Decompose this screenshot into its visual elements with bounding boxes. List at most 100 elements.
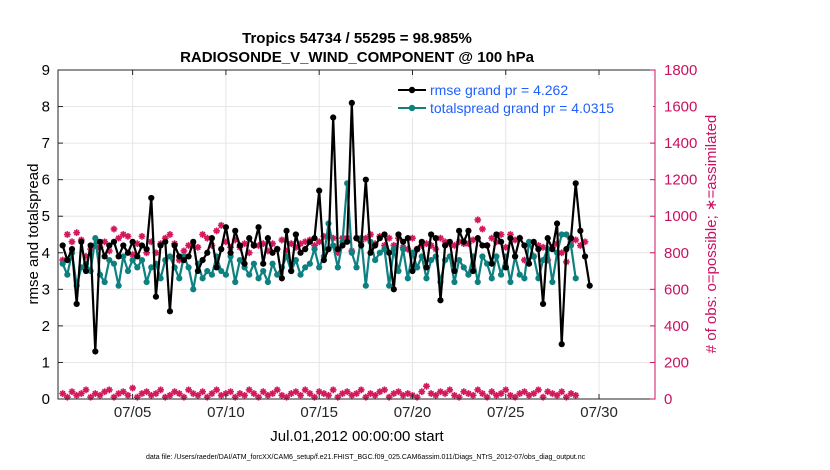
obs-possible-marker [553, 391, 561, 399]
obs-possible-marker [343, 388, 351, 396]
rmse-point [302, 246, 309, 253]
obs-possible-marker [250, 390, 258, 397]
obs-assimilated-marker [245, 249, 253, 257]
obs-assimilated-marker [199, 231, 206, 238]
rmse-point [358, 242, 365, 249]
rmse-point [572, 180, 579, 187]
rmse-point [320, 256, 327, 264]
rmse-point [92, 348, 99, 355]
rmse-point [143, 246, 150, 253]
obs-assimilated-marker [73, 229, 81, 237]
legend-spread-label: totalspread grand pr = 4.0315 [430, 100, 614, 116]
rmse-point [166, 308, 174, 315]
rmse-point [255, 224, 262, 231]
rmse-point [115, 253, 122, 260]
rmse-point [171, 242, 178, 249]
obs-possible-marker [567, 390, 575, 397]
y-tick-label: 4 [42, 245, 50, 262]
rmse-point [185, 253, 192, 260]
rmse-point [404, 235, 411, 242]
y2-tick-label: 0 [664, 391, 672, 408]
rmse-point [278, 275, 285, 282]
rmse-point [507, 235, 514, 242]
rmse-point [563, 246, 570, 253]
obs-possible-marker [493, 391, 500, 399]
rmse-point [409, 267, 416, 275]
rmse-point [87, 242, 94, 249]
y-tick-label: 0 [42, 391, 50, 408]
obs-possible-marker [306, 390, 314, 397]
obs-assimilated-marker [68, 238, 76, 246]
rmse-point [497, 238, 505, 245]
totalspread-point [218, 267, 225, 275]
totalspread-point [176, 275, 183, 282]
obs-assimilated-marker [194, 243, 202, 251]
totalspread-point [260, 267, 267, 275]
y2-tick-label: 1400 [664, 135, 697, 152]
obs-possible-marker [143, 388, 151, 396]
obs-possible-marker [292, 388, 300, 396]
obs-possible-marker [59, 390, 67, 397]
obs-possible-marker [479, 390, 486, 397]
totalspread-point [516, 271, 523, 278]
rmse-point [82, 267, 90, 275]
rmse-point [395, 231, 402, 238]
rmse-point [241, 260, 248, 267]
totalspread-point [101, 278, 108, 286]
rmse-point [124, 249, 132, 256]
footnote: data file: /Users/raeder/DAI/ATM_forcXX/… [146, 454, 586, 461]
axis-ticks: 07/05 07/10 07/15 07/20 07/25 07/30 0 1 2 3 4 5 6 7 8 9… [42, 62, 698, 421]
rmse-point [530, 238, 537, 245]
rmse-point [213, 264, 220, 271]
rmse-point [236, 242, 243, 249]
obs-possible-marker [227, 388, 234, 396]
rmse-point [227, 249, 234, 256]
y-axis-label: rmse and totalspread [25, 164, 42, 305]
totalspread-point [330, 242, 337, 249]
rmse-point [269, 249, 276, 256]
totalspread-point [428, 256, 435, 264]
totalspread-point [460, 264, 467, 271]
rmse-point [222, 224, 230, 231]
rmse-point [339, 242, 346, 249]
y2-tick-label: 1800 [664, 62, 697, 79]
rmse-point [316, 187, 323, 194]
obs-possible-marker [507, 391, 514, 399]
rmse-point [577, 227, 584, 234]
rmse-point [199, 256, 206, 264]
obs-possible-marker [241, 391, 248, 399]
y2-tick-label: 1200 [664, 172, 697, 189]
rmse-point [59, 242, 66, 249]
totalspread-point [353, 264, 360, 271]
totalspread-point [507, 278, 514, 286]
totalspread-point [376, 249, 383, 256]
legend-rmse-label: rmse grand pr = 4.262 [430, 82, 568, 98]
rmse-point [288, 267, 295, 275]
rmse-point [306, 238, 313, 245]
rmse-point [106, 242, 113, 249]
rmse-point [334, 246, 341, 253]
obs-assimilated-marker [362, 234, 370, 242]
totalspread-point [572, 275, 579, 282]
totalspread-point [372, 256, 379, 264]
plot-data [59, 99, 593, 401]
rmse-point [516, 235, 523, 242]
rmse-point [64, 256, 71, 264]
totalspread-point [414, 264, 421, 271]
rmse-point [376, 235, 383, 242]
y2-tick-label: 1600 [664, 99, 697, 116]
obs-possible-marker [82, 386, 90, 394]
obs-possible-marker [96, 391, 104, 399]
totalspread-point [185, 264, 192, 271]
y-tick-label: 8 [42, 99, 50, 116]
rmse-point [558, 341, 565, 348]
obs-possible-marker [166, 391, 174, 399]
y2-tick-label: 1000 [664, 208, 697, 225]
chart-subtitle: RADIOSONDE_V_WIND_COMPONENT @ 100 hPa [180, 49, 535, 66]
totalspread-point [190, 286, 197, 293]
totalspread-point [390, 246, 397, 253]
obs-possible-marker [534, 386, 542, 394]
obs-assimilated-marker [409, 234, 416, 242]
obs-possible-marker [194, 391, 202, 399]
